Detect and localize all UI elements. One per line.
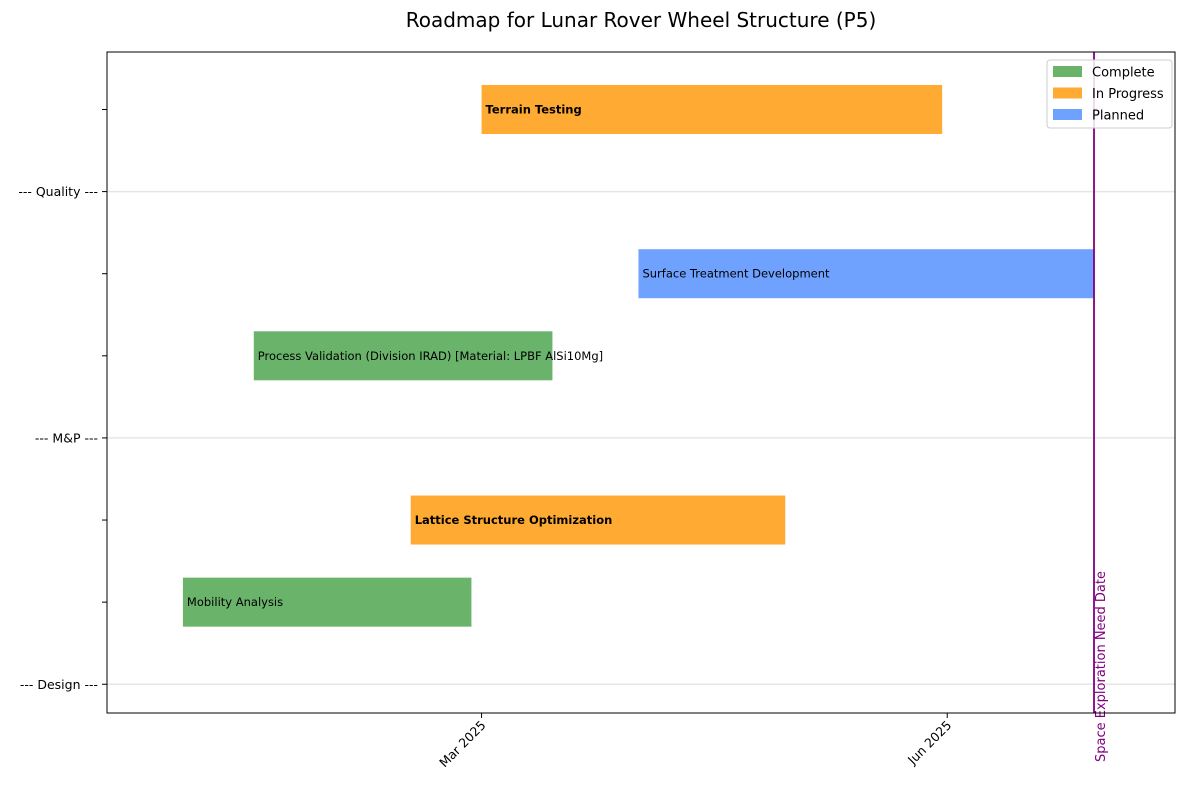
need-date-markers: Space Exploration Need Date (1094, 52, 1109, 762)
legend-label: In Progress (1092, 87, 1164, 102)
y-tick-label: --- Quality --- (18, 184, 98, 199)
task-label: Process Validation (Division IRAD) [Mate… (258, 349, 603, 363)
legend-swatch (1053, 88, 1082, 99)
y-tick-label: --- M&P --- (35, 430, 98, 445)
task-label: Mobility Analysis (187, 595, 283, 609)
legend-swatch (1053, 109, 1082, 120)
legend: Complete In Progress Planned (1047, 60, 1172, 128)
x-axis: Mar 2025 Jun 2025 (436, 713, 954, 770)
y-axis: --- Design --- --- M&P --- --- Quality --- (18, 109, 107, 691)
x-tick-label: Jun 2025 (904, 718, 954, 768)
task-label: Surface Treatment Development (642, 267, 830, 281)
x-tick-label: Mar 2025 (436, 718, 489, 771)
legend-label: Planned (1092, 109, 1144, 124)
task-bars: Mobility Analysis Lattice Structure Optim… (183, 85, 1094, 627)
legend-swatch (1053, 66, 1082, 77)
y-tick-label: --- Design --- (20, 677, 98, 692)
need-date-label: Space Exploration Need Date (1094, 571, 1109, 762)
task-label: Lattice Structure Optimization (415, 513, 613, 527)
task-label: Terrain Testing (486, 102, 582, 116)
legend-label: Complete (1092, 66, 1155, 81)
chart-title: Roadmap for Lunar Rover Wheel Structure … (406, 8, 877, 32)
